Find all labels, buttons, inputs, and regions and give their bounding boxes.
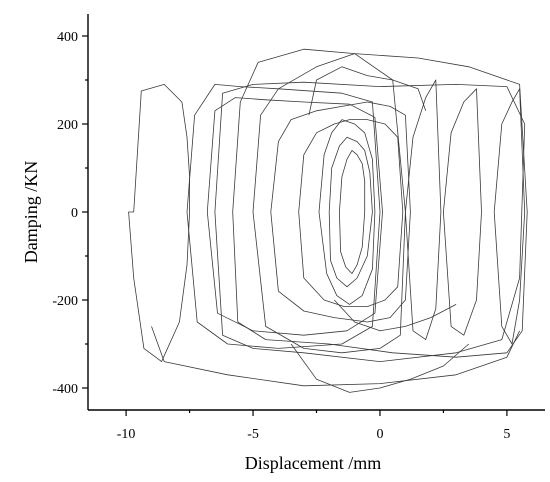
hysteresis-loop-2 bbox=[186, 84, 381, 349]
hysteresis-loop-6 bbox=[252, 53, 406, 354]
hysteresis-loop-8 bbox=[298, 119, 404, 308]
y-tick-label: 0 bbox=[71, 206, 78, 221]
hysteresis-loop-7 bbox=[270, 101, 411, 323]
ticks: -10 -5 0 5 -400 -200 0 200 400 bbox=[52, 30, 510, 442]
hysteresis-loop-13 bbox=[290, 343, 470, 393]
x-tick-label: 0 bbox=[376, 427, 383, 442]
hysteresis-loop-9 bbox=[318, 119, 376, 305]
hysteresis-loop-14 bbox=[493, 88, 526, 345]
hysteresis-loop-4 bbox=[232, 48, 528, 358]
x-tick-label: -5 bbox=[247, 427, 259, 442]
x-tick-label: -10 bbox=[117, 427, 136, 442]
y-tick-label: -200 bbox=[52, 294, 78, 309]
hysteresis-loop-11 bbox=[339, 149, 366, 275]
hysteresis-loop-16 bbox=[405, 79, 442, 341]
hysteresis-loop-1 bbox=[128, 84, 191, 363]
hysteresis-loop-5 bbox=[214, 81, 526, 363]
x-axis-title: Displacement /mm bbox=[245, 453, 381, 473]
plot-area bbox=[128, 48, 528, 393]
hysteresis-loop-17 bbox=[308, 66, 427, 116]
axes bbox=[87, 14, 545, 411]
y-axis-title: Damping /KN bbox=[21, 161, 41, 264]
x-tick-label: 5 bbox=[503, 427, 510, 442]
hysteresis-loop-10 bbox=[328, 136, 373, 288]
hysteresis-loop-3 bbox=[206, 97, 383, 336]
hysteresis-loop-15 bbox=[443, 88, 482, 336]
y-tick-label: 400 bbox=[57, 30, 78, 45]
y-tick-label: 200 bbox=[57, 118, 78, 133]
y-tick-label: -400 bbox=[52, 382, 78, 397]
hysteresis-loop-18 bbox=[334, 299, 457, 332]
hysteresis-loop-12 bbox=[151, 326, 520, 387]
